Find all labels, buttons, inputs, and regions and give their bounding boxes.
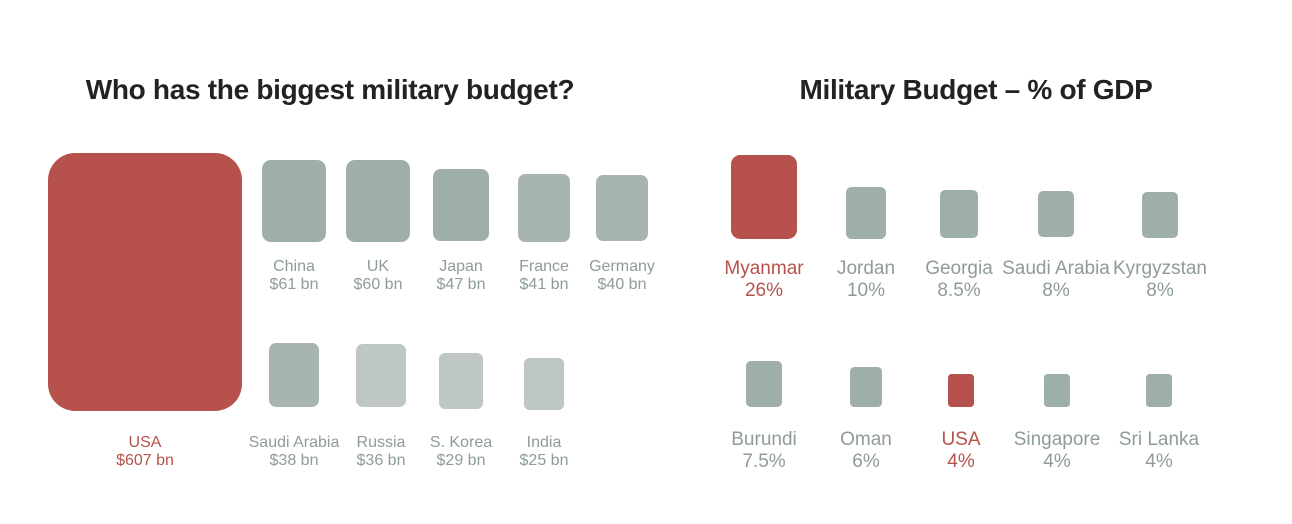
label-russia: Russia $36 bn (316, 434, 446, 471)
mark-china (262, 159, 326, 242)
label-value: 4% (1043, 450, 1071, 472)
mark-kyrgyzstan (1141, 191, 1179, 239)
label-value: 7.5% (742, 450, 786, 472)
label-value: $29 bn (436, 452, 486, 470)
label-name: Myanmar (724, 258, 804, 279)
label-value: $38 bn (269, 452, 319, 470)
mark-usa (948, 373, 974, 407)
label-singapore: Singapore 4% (992, 429, 1122, 473)
label-value: 8% (1146, 279, 1174, 301)
label-value: $40 bn (597, 276, 647, 294)
label-oman: Oman 6% (801, 429, 931, 473)
chart-marks: USA $607 bn China $61 bn UK $60 bn Japan $47 bn… (47, 152, 655, 471)
label-value: 6% (852, 450, 880, 472)
mark-saudi-arabia (1037, 190, 1075, 238)
label-value: $36 bn (356, 452, 406, 470)
mark-saudi-arabia (268, 342, 320, 408)
label-kyrgyzstan: Kyrgyzstan 8% (1095, 258, 1225, 302)
label-name: India (526, 434, 562, 451)
label-myanmar: Myanmar 26% (699, 258, 829, 302)
label-name: China (273, 258, 315, 275)
mark-usa (47, 152, 242, 412)
label-value: 8.5% (937, 279, 981, 301)
label-france: France $41 bn (479, 258, 609, 295)
label-name: France (519, 258, 569, 275)
mark-myanmar (731, 154, 797, 240)
label-value: $61 bn (269, 276, 319, 294)
mark-jordan (845, 186, 887, 240)
label-name: USA (128, 434, 162, 451)
label-name: Georgia (925, 258, 993, 279)
label-name: Jordan (836, 258, 896, 279)
label-usa: USA $607 bn (80, 434, 210, 471)
label-saudi-arabia: Saudi Arabia $38 bn (229, 434, 359, 471)
label-value: 8% (1042, 279, 1070, 301)
label-india: India $25 bn (479, 434, 609, 471)
label-georgia: Georgia 8.5% (894, 258, 1024, 302)
mark-japan (432, 169, 490, 241)
mark-germany (596, 174, 648, 242)
label-value: 4% (1145, 450, 1173, 472)
mark-russia (356, 343, 406, 407)
label-value: $41 bn (519, 276, 569, 294)
label-s-korea: S. Korea $29 bn (396, 434, 526, 471)
label-value: $25 bn (519, 452, 569, 470)
label-name: Saudi Arabia (1002, 258, 1110, 279)
label-name: Sri Lanka (1118, 429, 1200, 450)
label-name: UK (366, 258, 390, 275)
label-uk: UK $60 bn (313, 258, 443, 295)
label-name: USA (941, 429, 981, 450)
label-name: Japan (439, 258, 483, 275)
mark-s-korea (438, 352, 484, 410)
label-value: 26% (744, 279, 784, 301)
label-japan: Japan $47 bn (396, 258, 526, 295)
chart-title: Who has the biggest military budget? (85, 74, 575, 105)
mark-france (517, 174, 571, 242)
chart-title: Military Budget – % of GDP (799, 74, 1153, 105)
label-sri-lanka: Sri Lanka 4% (1094, 429, 1224, 473)
label-name: Russia (356, 434, 406, 451)
label-value: 4% (947, 450, 975, 472)
label-value: $47 bn (436, 276, 486, 294)
chart-budget-gdp-share: Military Budget – % of GDP Myanmar 26% Jor… (660, 0, 1292, 524)
label-burundi: Burundi 7.5% (699, 429, 829, 473)
label-name: Germany (589, 258, 655, 275)
mark-georgia (940, 189, 978, 239)
label-saudi-arabia: Saudi Arabia 8% (991, 258, 1121, 302)
label-value: $60 bn (353, 276, 403, 294)
label-jordan: Jordan 10% (801, 258, 931, 302)
label-name: Singapore (1013, 429, 1101, 450)
mark-uk (346, 160, 410, 242)
chart-military-budget: Who has the biggest military budget? USA… (47, 74, 655, 471)
label-name: Oman (840, 429, 892, 450)
mark-oman (850, 366, 882, 408)
mark-burundi (746, 361, 782, 407)
mark-singapore (1044, 373, 1070, 407)
mark-sri-lanka (1146, 373, 1172, 407)
label-name: Burundi (731, 429, 797, 450)
mark-india (523, 357, 565, 411)
label-usa: USA 4% (896, 429, 1026, 473)
label-name: Kyrgyzstan (1113, 258, 1207, 279)
label-name: Saudi Arabia (248, 434, 340, 451)
label-value: $607 bn (116, 452, 174, 470)
label-name: S. Korea (429, 434, 493, 451)
label-value: 10% (846, 279, 886, 301)
chart-marks: Myanmar 26% Jordan 10% Georgia 8.5% Saudi Arab… (660, 0, 1292, 524)
label-china: China $61 bn (229, 258, 359, 295)
label-germany: Germany $40 bn (557, 258, 687, 295)
